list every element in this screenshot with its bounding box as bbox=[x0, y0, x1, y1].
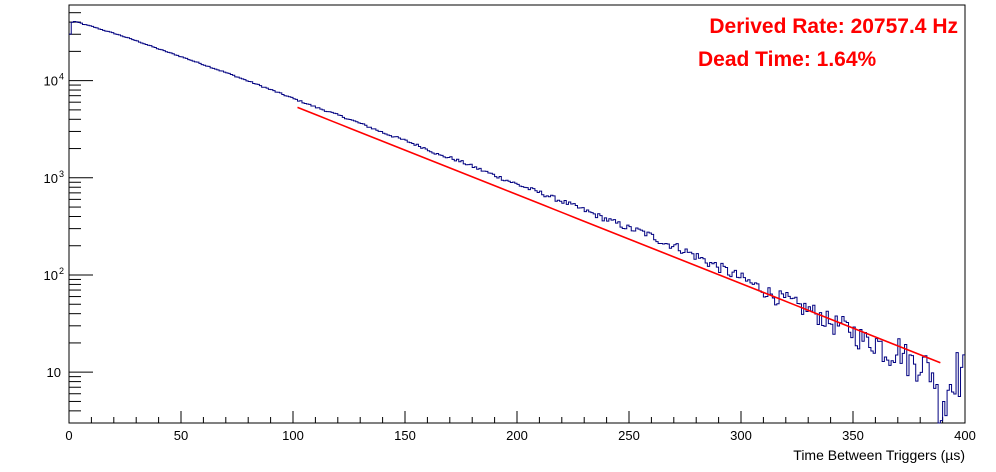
x-tick-label: 300 bbox=[730, 428, 752, 443]
x-axis-title: Time Between Triggers (µs) bbox=[793, 447, 965, 463]
y-tick-label: 10 bbox=[47, 365, 61, 380]
x-tick-label: 150 bbox=[394, 428, 416, 443]
x-tick-label: 100 bbox=[282, 428, 304, 443]
y-tick-exponent: 2 bbox=[59, 266, 64, 276]
x-tick-label: 250 bbox=[618, 428, 640, 443]
x-tick-label: 0 bbox=[65, 428, 72, 443]
fit-curve bbox=[297, 106, 941, 364]
plot-frame bbox=[68, 4, 966, 424]
x-tick-label: 350 bbox=[842, 428, 864, 443]
y-tick-label: 10 bbox=[44, 268, 58, 283]
annotation-derived-rate: Derived Rate: 20757.4 Hz bbox=[709, 15, 958, 38]
y-tick-exponent: 4 bbox=[59, 72, 64, 82]
annotation-dead-time: Dead Time: 1.64% bbox=[698, 48, 877, 71]
x-tick-label: 50 bbox=[174, 428, 188, 443]
series-layer bbox=[69, 21, 965, 424]
y-tick-exponent: 3 bbox=[59, 169, 64, 179]
x-tick-label: 400 bbox=[954, 428, 976, 443]
y-tick-label: 10 bbox=[44, 74, 58, 89]
y-tick-label: 10 bbox=[44, 171, 58, 186]
x-tick-label: 200 bbox=[506, 428, 528, 443]
